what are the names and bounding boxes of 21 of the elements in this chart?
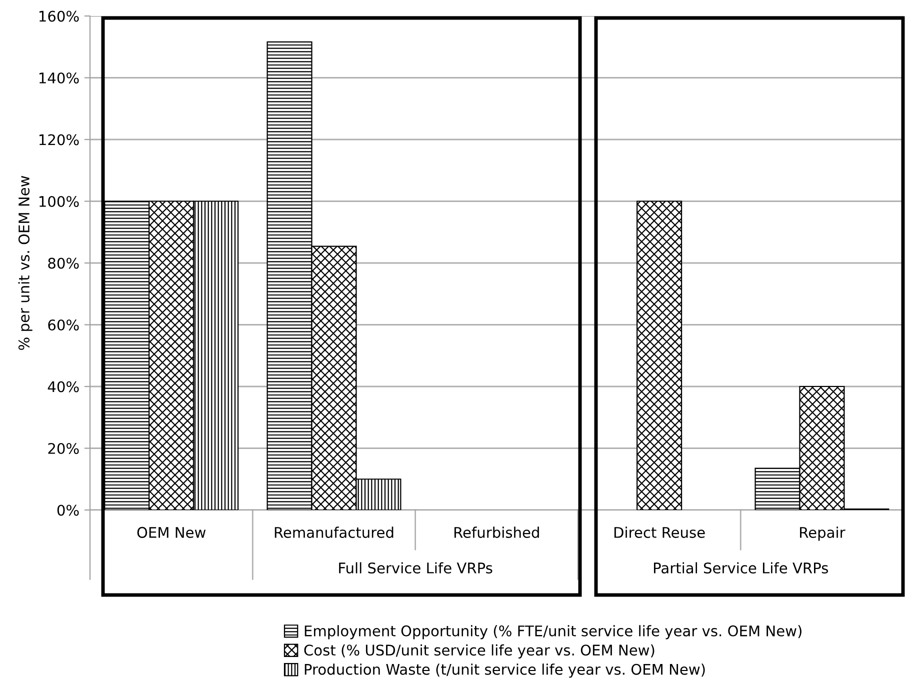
- y-tick-label: 140%: [39, 72, 79, 84]
- y-tick-label: 120%: [39, 134, 79, 146]
- y-tick-label: 40%: [48, 381, 79, 392]
- bar: [636, 200, 682, 510]
- y-tick-label: 80%: [48, 258, 79, 269]
- x-tick-label: Remanufactured: [274, 526, 394, 538]
- legend-label: Employment Opportunity (% FTE/unit service life year vs. OEM New): [304, 625, 802, 640]
- x-tick-label: OEM New: [137, 526, 206, 538]
- y-tick-label: 160%: [39, 10, 79, 22]
- legend-label: Cost (% USD/unit service life year vs. OEM New): [304, 644, 654, 658]
- y-axis-title: % per unit vs. OEM New: [18, 176, 32, 350]
- y-tick-label: 100%: [39, 196, 79, 207]
- x-tick-label: Refurbished: [454, 526, 539, 538]
- legend-label: Production Waste (t/unit service life year vs. OEM New): [304, 664, 705, 678]
- x-tick-label: Repair: [800, 526, 846, 541]
- text: Partial Service Life VRPs: [654, 562, 828, 574]
- y-tick-label: 60%: [48, 319, 79, 330]
- y-tick-label: 0%: [57, 504, 79, 516]
- x-tick-label: Direct Reuse: [614, 526, 705, 538]
- y-tick-label: 20%: [48, 442, 79, 454]
- text: Full Service Life VRPs: [339, 562, 492, 574]
